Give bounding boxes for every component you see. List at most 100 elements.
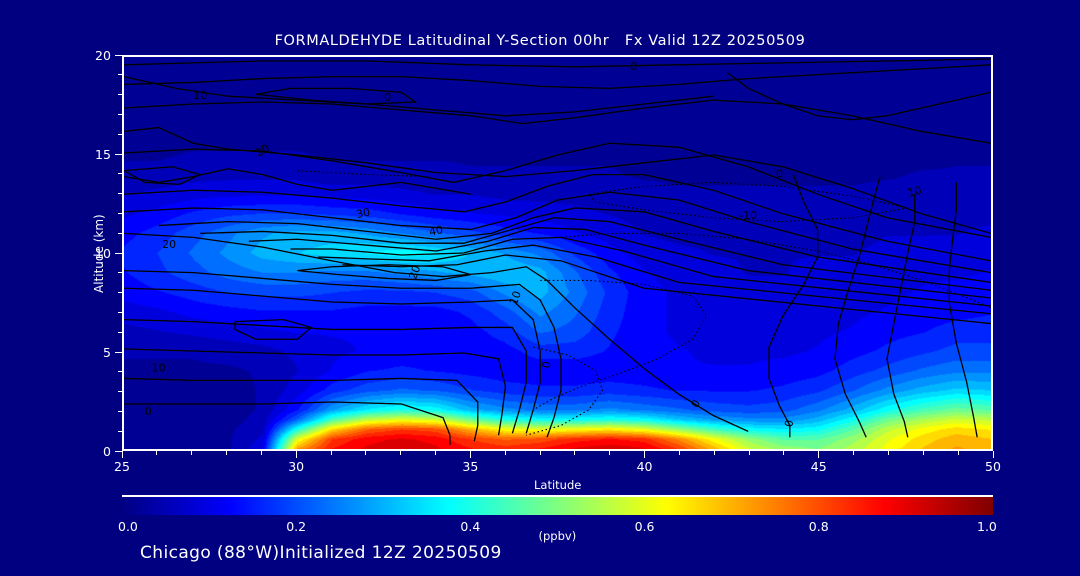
contour-line [124, 232, 749, 432]
contour-label: 40 [428, 223, 444, 239]
y-axis-minor-tick [118, 193, 122, 195]
x-axis-minor-tick [435, 451, 437, 455]
y-axis-minor-tick [118, 113, 122, 115]
contour-fill-field: 10 20 30 40 20 10 0 20 10 0 -10 0 10 0 0 0 0 [124, 57, 991, 449]
contour-line [297, 264, 471, 282]
x-axis-tick-label: 25 [114, 459, 130, 474]
contour-line [560, 232, 991, 309]
contour-line [124, 166, 203, 186]
x-axis-major-tick [644, 451, 646, 458]
cross-section-plot: 10 20 30 40 20 10 0 20 10 0 -10 0 10 0 0 0 0 [122, 55, 993, 451]
figure-caption: Chicago (88°W)Initialized 12Z 20250509 [140, 543, 502, 563]
x-axis-minor-tick [191, 451, 193, 455]
contour-line [124, 75, 714, 117]
contour-line [124, 168, 471, 195]
x-axis-minor-tick [400, 451, 402, 455]
contour-label: 20 [162, 238, 176, 251]
colorbar [122, 495, 993, 515]
contour-line [158, 207, 991, 284]
y-axis-major-tick [115, 153, 122, 155]
x-axis-major-tick [295, 451, 297, 458]
y-axis-tick-label: 15 [95, 146, 111, 162]
y-axis-minor-tick [118, 272, 122, 274]
contour-line [124, 377, 479, 442]
y-axis-minor-tick [118, 133, 122, 135]
contour-line [290, 236, 991, 307]
contour-label: 10 [193, 89, 207, 102]
contour-label: 0 [630, 60, 637, 73]
y-axis-major-tick [115, 252, 122, 254]
x-axis-minor-tick [957, 451, 959, 455]
contour-line [234, 318, 313, 340]
contour-line [124, 64, 991, 90]
contour-label: 20 [253, 142, 272, 160]
contour-line [886, 194, 916, 438]
y-axis-minor-tick [118, 311, 122, 313]
x-axis-minor-tick [504, 451, 506, 455]
contour-line [526, 346, 604, 436]
x-axis-minor-tick [887, 451, 889, 455]
x-axis-minor-tick [574, 451, 576, 455]
x-axis-major-tick [818, 451, 820, 458]
contour-line [124, 287, 541, 434]
colorbar-tick-label: 0.6 [634, 519, 655, 534]
contour-label: 0 [540, 360, 554, 369]
x-axis-major-tick [121, 451, 123, 458]
y-axis-minor-tick [118, 232, 122, 234]
y-axis-major-tick [115, 351, 122, 353]
contour-label: 10 [906, 184, 923, 200]
x-axis-minor-tick [260, 451, 262, 455]
x-axis-minor-tick [226, 451, 228, 455]
y-axis-major-tick [115, 450, 122, 452]
x-axis-tick-label: 50 [985, 459, 1001, 474]
contour-line [834, 176, 881, 438]
x-axis-tick-label: 35 [462, 459, 479, 474]
x-axis-label: Latitude [534, 478, 582, 492]
x-axis-minor-tick [678, 451, 680, 455]
contour-line [948, 182, 978, 438]
formaldehyde-heatmap [124, 57, 991, 449]
contour-label: 0 [384, 91, 391, 104]
x-axis-minor-tick [922, 451, 924, 455]
colorbar-gradient [122, 495, 993, 515]
contour-label: 0 [145, 405, 152, 418]
y-axis-minor-tick [118, 74, 122, 76]
contour-label: 10 [152, 362, 166, 375]
y-axis-tick-label: 10 [95, 245, 111, 261]
contour-line [768, 174, 819, 438]
x-axis-minor-tick [748, 451, 750, 455]
y-axis-minor-tick [118, 430, 122, 432]
y-axis-major-tick [115, 54, 122, 56]
contour-line [727, 72, 991, 121]
contour-line [124, 142, 991, 238]
y-axis-minor-tick [118, 94, 122, 96]
contour-line [124, 401, 451, 446]
y-axis-tick-label: 5 [103, 344, 111, 360]
colorbar-unit-label: (ppbv) [538, 529, 577, 543]
y-axis-minor-tick [118, 391, 122, 393]
y-axis-minor-tick [118, 212, 122, 214]
contour-line [588, 181, 908, 223]
x-axis-tick-label: 40 [636, 459, 653, 474]
y-axis-minor-tick [118, 331, 122, 333]
contour-label: 10 [507, 289, 524, 306]
colorbar-tick-label: 0.8 [808, 519, 829, 534]
contour-label: -10 [739, 209, 757, 222]
x-axis-minor-tick [539, 451, 541, 455]
contour-line [124, 126, 991, 235]
x-axis-tick-label: 45 [810, 459, 827, 474]
x-axis-minor-tick [156, 451, 158, 455]
contour-line [124, 348, 507, 436]
contour-line [532, 279, 708, 411]
contour-line [248, 226, 991, 299]
y-axis-tick-label: 20 [95, 47, 111, 63]
colorbar-tick-label: 1.0 [977, 519, 997, 534]
contour-line [124, 318, 527, 434]
contour-line [342, 254, 991, 325]
contour-line [124, 269, 562, 438]
y-axis-minor-tick [118, 371, 122, 373]
contour-line [124, 58, 991, 68]
contour-line [255, 87, 418, 105]
